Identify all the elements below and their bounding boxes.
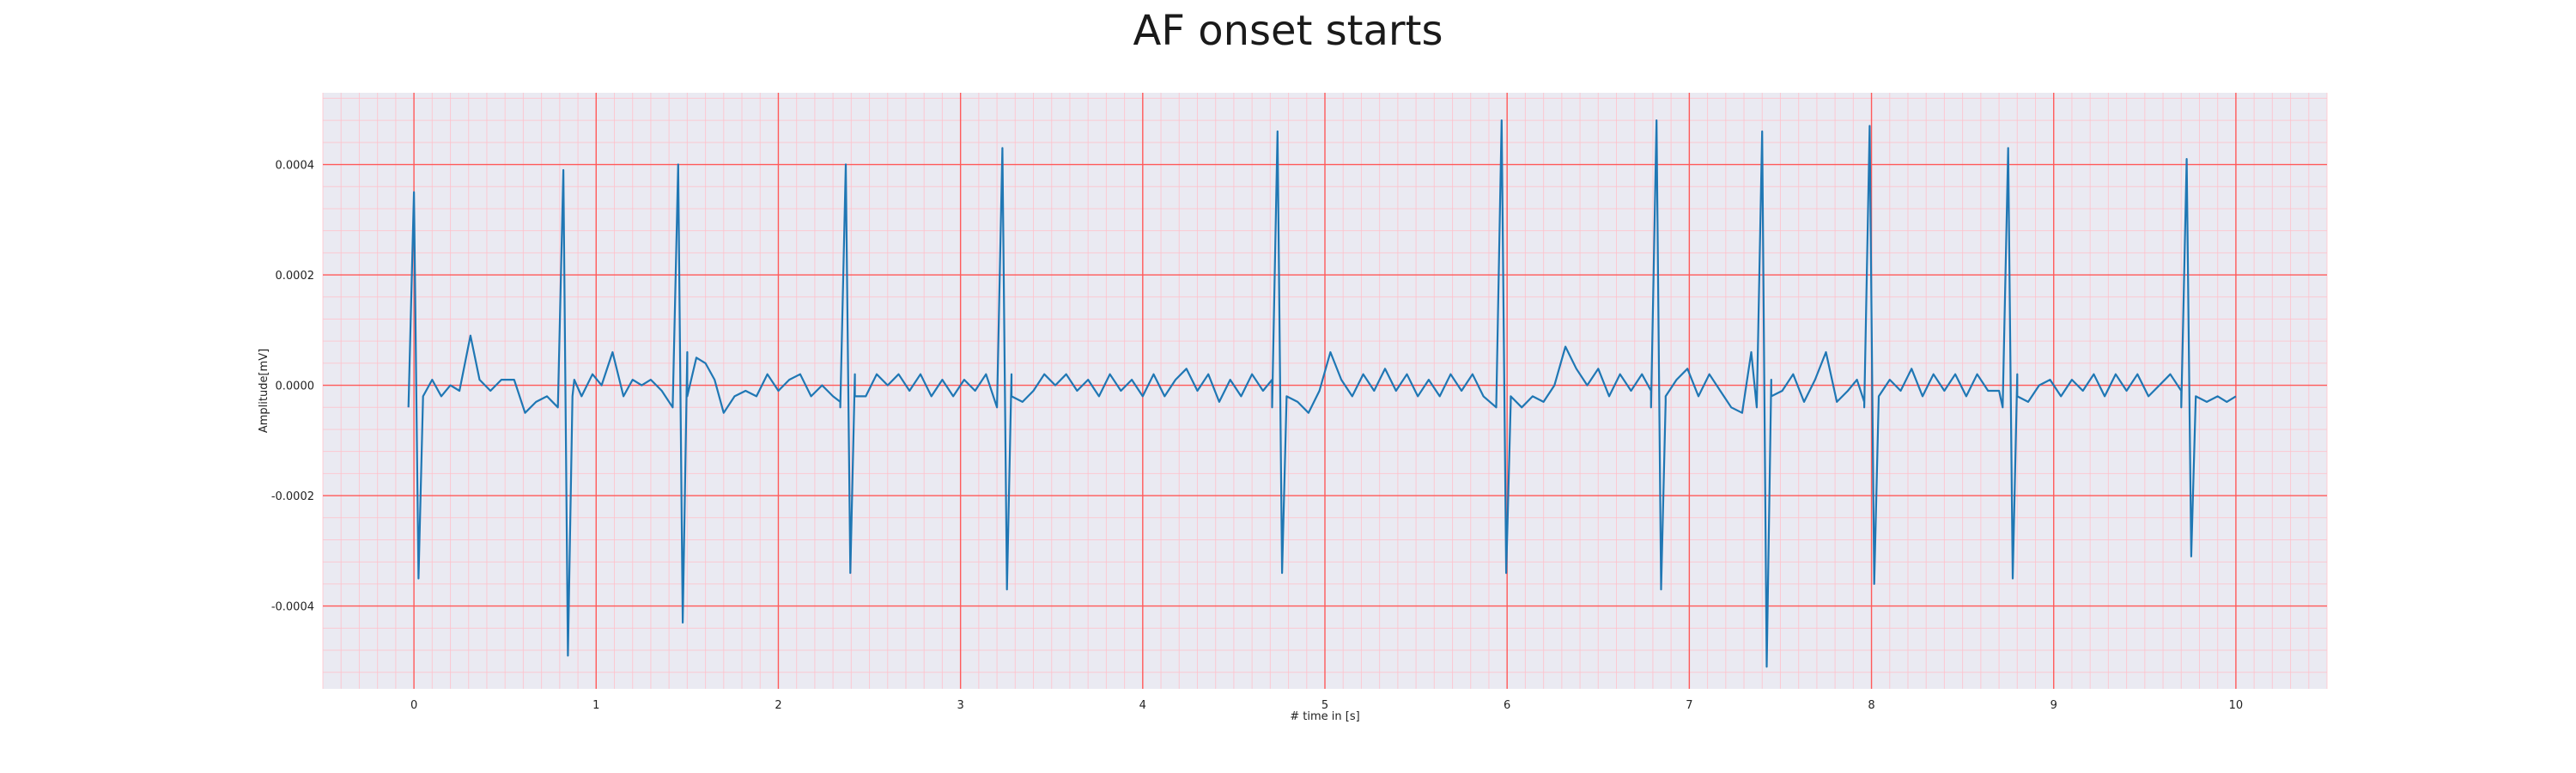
x-tick-label: 6 (1504, 699, 1510, 712)
x-tick-label: 0 (410, 699, 417, 712)
y-axis-ticks: 0.0004 0.0002 0.0000 -0.0002 -0.0004 (271, 160, 314, 614)
x-tick-label: 9 (2050, 699, 2057, 712)
y-axis-label: Amplitude[mV] (258, 349, 270, 433)
y-tick-label: 0.0002 (276, 270, 315, 283)
x-tick-label: 7 (1686, 699, 1692, 712)
y-tick-label: 0.0000 (276, 380, 315, 393)
y-tick-label: -0.0002 (271, 490, 314, 503)
x-tick-label: 3 (957, 699, 963, 712)
x-tick-label: 2 (775, 699, 781, 712)
chart-title: AF onset starts (1133, 7, 1443, 55)
x-tick-label: 1 (592, 699, 599, 712)
x-axis-label: # time in [s] (1290, 710, 1359, 723)
x-tick-label: 8 (1868, 699, 1874, 712)
y-tick-label: -0.0004 (271, 601, 314, 614)
ecg-signal-line (407, 119, 2237, 668)
x-tick-label: 10 (2229, 699, 2244, 712)
x-axis-ticks: 0 1 2 3 4 5 6 7 8 9 10 (410, 699, 2243, 712)
y-tick-label: 0.0004 (276, 160, 315, 173)
x-tick-label: 5 (1321, 699, 1328, 712)
x-tick-label: 4 (1139, 699, 1146, 712)
